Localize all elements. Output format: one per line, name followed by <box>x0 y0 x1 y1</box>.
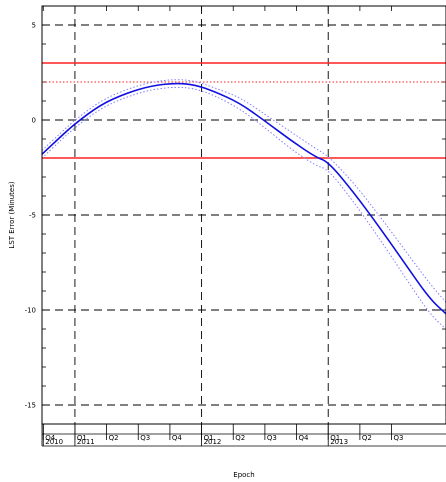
quarter-label: Q1 <box>77 434 87 442</box>
y-axis-title: LST Error (Minutes) <box>8 181 16 248</box>
year-label: 2012 <box>204 438 222 446</box>
year-label: 2010 <box>45 438 63 446</box>
quarter-label: Q3 <box>140 434 150 442</box>
y-tick-label: 0 <box>32 117 36 125</box>
reference-lines <box>42 62 446 159</box>
series-layer <box>42 79 446 330</box>
quarter-label: Q2 <box>109 434 119 442</box>
quarter-label: Q2 <box>235 434 245 442</box>
quarter-label: Q3 <box>394 434 404 442</box>
grid-layer <box>42 6 446 424</box>
y-axis: 5 0 -5 -10 -15 <box>25 22 36 410</box>
quarter-label: Q2 <box>362 434 372 442</box>
x-axis-title: Epoch <box>233 471 254 479</box>
time-axis-bands: Q4 Q1 Q2 Q3 Q4 Q1 Q2 Q3 Q4 Q1 Q2 Q3 2010 2011 2012 2013 <box>41 424 446 447</box>
y-tick-label: -10 <box>25 307 36 315</box>
minor-ticks-layer <box>42 5 446 425</box>
quarter-label: Q1 <box>330 434 340 442</box>
year-label: 2011 <box>77 438 95 446</box>
series-line-band <box>42 79 446 303</box>
y-tick-label: -5 <box>29 212 36 220</box>
year-label: 2013 <box>330 438 348 446</box>
y-tick-label: 5 <box>32 22 36 30</box>
quarter-label: Q4 <box>172 434 183 442</box>
quarter-label: Q1 <box>204 434 214 442</box>
plot-frame <box>41 5 446 425</box>
series-line-band <box>42 86 446 330</box>
quarter-label: Q4 <box>45 434 56 442</box>
quarter-label: Q3 <box>267 434 277 442</box>
quarter-label: Q4 <box>299 434 310 442</box>
y-tick-label: -15 <box>25 402 36 410</box>
series-line-main <box>42 82 446 315</box>
